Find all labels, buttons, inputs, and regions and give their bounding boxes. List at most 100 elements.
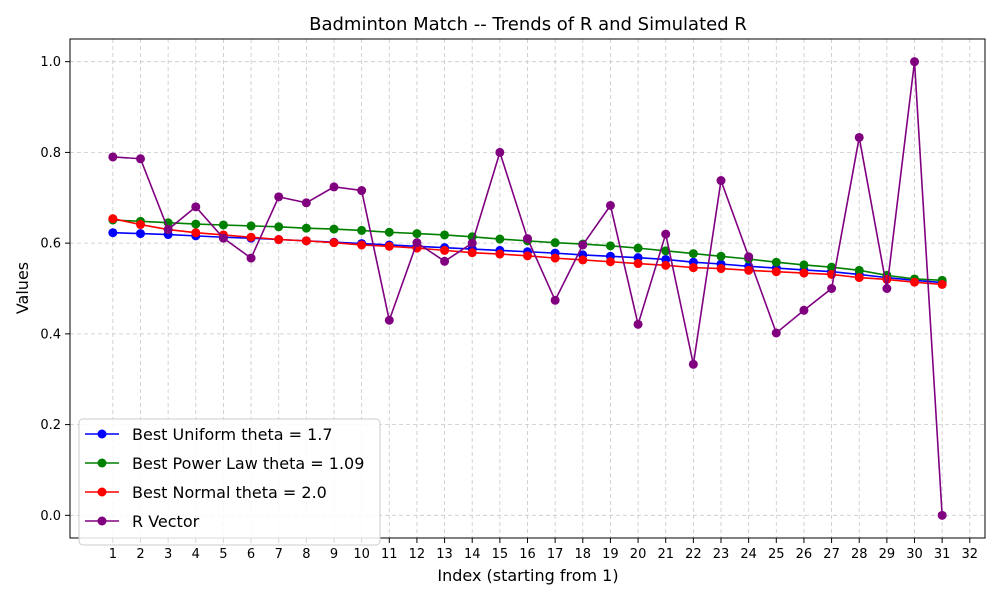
- y-axis-title: Values: [13, 262, 32, 314]
- x-tick-label: 15: [492, 547, 509, 562]
- data-point: [910, 57, 920, 67]
- data-point: [495, 249, 505, 259]
- data-point: [301, 198, 311, 208]
- y-tick-label: 0.4: [40, 327, 61, 342]
- data-point: [163, 225, 173, 235]
- x-tick-label: 22: [685, 547, 702, 562]
- x-tick-label: 4: [192, 547, 200, 562]
- x-tick-label: 11: [381, 547, 398, 562]
- data-point: [329, 224, 339, 234]
- data-point: [274, 235, 284, 245]
- legend-marker: [97, 458, 107, 468]
- legend-label: R Vector: [132, 512, 200, 531]
- data-point: [605, 241, 615, 251]
- data-point: [716, 176, 726, 186]
- data-point: [384, 315, 394, 325]
- data-point: [467, 248, 477, 258]
- data-point: [218, 233, 228, 243]
- x-tick-label: 10: [353, 547, 370, 562]
- data-point: [771, 257, 781, 267]
- x-tick-label: 24: [740, 547, 757, 562]
- data-point: [937, 510, 947, 520]
- x-tick-label: 19: [602, 547, 619, 562]
- data-point: [744, 265, 754, 275]
- series-3: [108, 57, 947, 520]
- legend-label: Best Uniform theta = 1.7: [132, 425, 333, 444]
- legend-marker: [97, 487, 107, 497]
- data-point: [633, 243, 643, 253]
- x-tick-label: 16: [519, 547, 536, 562]
- x-tick-label: 13: [436, 547, 453, 562]
- data-point: [108, 214, 118, 224]
- data-point: [440, 245, 450, 255]
- data-point: [882, 284, 892, 293]
- legend-marker: [97, 429, 107, 439]
- data-point: [301, 236, 311, 246]
- x-tick-label: 29: [879, 547, 896, 562]
- legend-box: [78, 418, 381, 546]
- data-point: [937, 279, 947, 289]
- x-tick-label: 7: [275, 547, 283, 562]
- data-point: [550, 295, 560, 305]
- data-point: [357, 225, 367, 235]
- data-point: [191, 219, 201, 229]
- data-point: [688, 249, 698, 259]
- data-point: [771, 328, 781, 338]
- legend-label: Best Power Law theta = 1.09: [132, 454, 364, 473]
- y-tick-label: 0.8: [40, 146, 61, 161]
- data-point: [108, 152, 118, 162]
- legend-label: Best Normal theta = 2.0: [132, 483, 327, 502]
- y-tick-label: 0.2: [40, 418, 61, 433]
- data-point: [412, 238, 422, 248]
- x-tick-label: 21: [657, 547, 674, 562]
- x-tick-label: 17: [547, 547, 564, 562]
- y-tick-label: 0.0: [40, 509, 61, 524]
- data-point: [191, 228, 201, 238]
- data-point: [605, 200, 615, 210]
- data-point: [633, 319, 643, 329]
- data-point: [301, 223, 311, 233]
- data-point: [550, 238, 560, 248]
- x-tick-label: 27: [823, 547, 840, 562]
- data-point: [495, 234, 505, 244]
- data-point: [246, 253, 256, 263]
- data-point: [357, 240, 367, 250]
- data-point: [799, 260, 809, 270]
- legend-marker: [97, 516, 107, 526]
- data-point: [495, 147, 505, 157]
- x-tick-label: 5: [219, 547, 227, 562]
- data-point: [578, 255, 588, 265]
- x-tick-label: 3: [164, 547, 172, 562]
- data-point: [357, 186, 367, 196]
- series-layer: [108, 57, 947, 520]
- x-tick-label: 20: [630, 547, 647, 562]
- x-tick-label: 2: [136, 547, 144, 562]
- x-tick-label: 14: [464, 547, 481, 562]
- data-point: [135, 154, 145, 164]
- data-point: [246, 232, 256, 242]
- data-point: [716, 251, 726, 261]
- x-tick-label: 26: [796, 547, 813, 562]
- data-point: [688, 263, 698, 273]
- x-tick-label: 25: [768, 547, 785, 562]
- x-tick-label: 32: [962, 547, 979, 562]
- data-point: [633, 259, 643, 269]
- data-point: [191, 202, 201, 212]
- data-point: [799, 305, 809, 315]
- data-point: [440, 230, 450, 240]
- data-point: [661, 246, 671, 256]
- data-point: [440, 256, 450, 266]
- y-tick-label: 0.6: [40, 237, 61, 252]
- x-tick-label: 31: [934, 547, 951, 562]
- y-tick-label: 1.0: [40, 55, 61, 70]
- data-point: [578, 240, 588, 250]
- x-tick-label: 28: [851, 547, 868, 562]
- data-point: [688, 359, 698, 369]
- x-tick-label: 6: [247, 547, 255, 562]
- x-tick-label: 30: [906, 547, 923, 562]
- data-point: [799, 268, 809, 278]
- data-point: [384, 227, 394, 237]
- x-tick-label: 12: [409, 547, 426, 562]
- ticks: 1 2 3 4 5 6 7 8 9 10 11 12 13 14 15 16 17 18 19 20 21 22 23 24 2…: [40, 55, 978, 562]
